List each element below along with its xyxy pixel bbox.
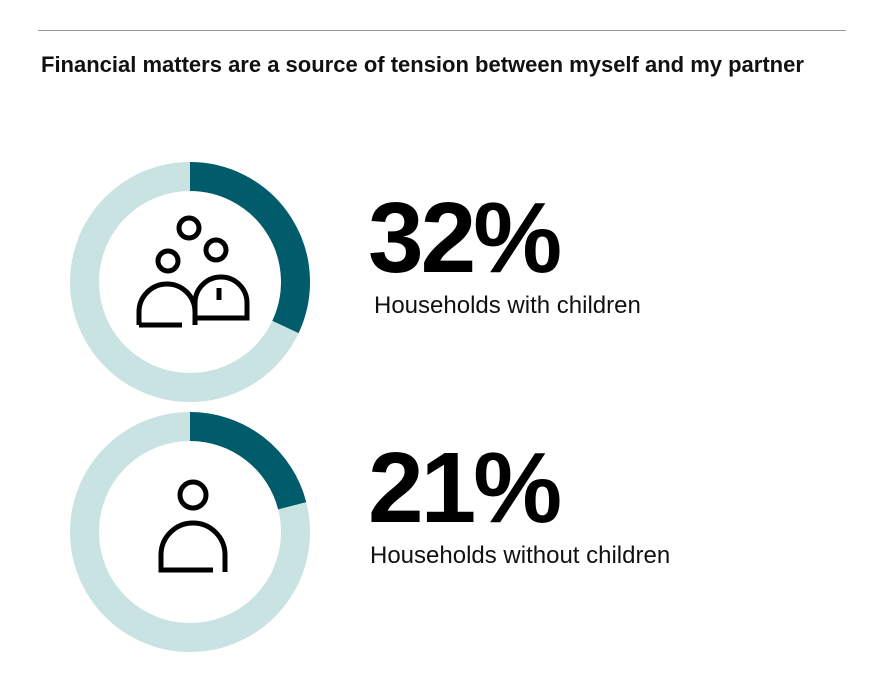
category-label: Households without children: [370, 542, 670, 569]
donuts: [70, 162, 310, 652]
family-icon: [136, 215, 250, 328]
category-label: Households with children: [374, 292, 641, 319]
person-icon: [158, 479, 228, 573]
value-label: 21%: [368, 432, 560, 544]
donut-segment: [189, 412, 307, 510]
value-label: 32%: [368, 182, 560, 294]
donut-segment: [189, 162, 310, 334]
chart-title: Financial matters are a source of tensio…: [41, 52, 804, 77]
